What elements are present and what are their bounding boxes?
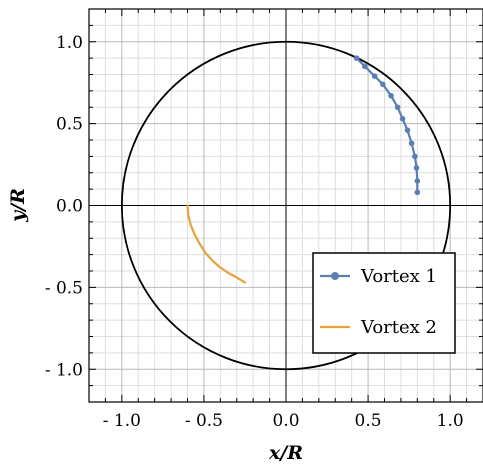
y-tick-label: 0.0 <box>56 197 83 217</box>
y-tick-label: 1.0 <box>56 33 83 53</box>
y-tick-label: 0.5 <box>56 115 83 135</box>
data-point-vortex-1 <box>404 127 411 133</box>
data-point-vortex-1 <box>388 92 394 99</box>
x-tick-label: - 0.5 <box>185 411 223 431</box>
y-tick-label: - 0.5 <box>45 278 83 298</box>
data-point-vortex-1 <box>362 63 368 70</box>
data-point-vortex-1 <box>412 153 418 160</box>
series-line-vortex-2 <box>186 204 247 284</box>
unit-circle <box>120 40 452 371</box>
data-point-vortex-1 <box>413 165 420 171</box>
data-point-vortex-1 <box>394 104 401 111</box>
tick-layer <box>88 8 483 403</box>
x-tick-label: 1.0 <box>437 411 464 431</box>
tick-labels: - 1.0 - 0.5 0.0 0.5 1.0 1.0 0.5 0.0 - 0.5 - 1.0 <box>45 33 464 431</box>
data-point-vortex-1 <box>399 115 406 122</box>
x-tick-label: 0.0 <box>272 411 299 431</box>
legend-marker-vortex-1 <box>331 272 339 280</box>
x-tick-label: - 1.0 <box>103 411 141 431</box>
y-axis-title: y/R <box>7 188 29 223</box>
legend-label-vortex-1: Vortex 1 <box>360 266 437 287</box>
data-point-vortex-1 <box>353 55 360 61</box>
legend-label-vortex-2: Vortex 2 <box>360 317 437 338</box>
series-layer <box>186 55 421 284</box>
data-point-vortex-1 <box>380 81 386 88</box>
x-axis-title: x/R <box>268 442 303 464</box>
reference-circle-layer <box>120 40 452 371</box>
x-tick-label: 0.5 <box>355 411 382 431</box>
axes <box>89 9 483 402</box>
data-point-vortex-1 <box>371 73 378 79</box>
data-point-vortex-1 <box>414 178 421 184</box>
data-point-vortex-1 <box>408 140 415 147</box>
legend: Vortex 1 Vortex 2 <box>312 252 456 354</box>
data-point-vortex-1 <box>414 189 421 196</box>
y-tick-label: - 1.0 <box>45 360 83 380</box>
legend-box <box>312 252 456 354</box>
